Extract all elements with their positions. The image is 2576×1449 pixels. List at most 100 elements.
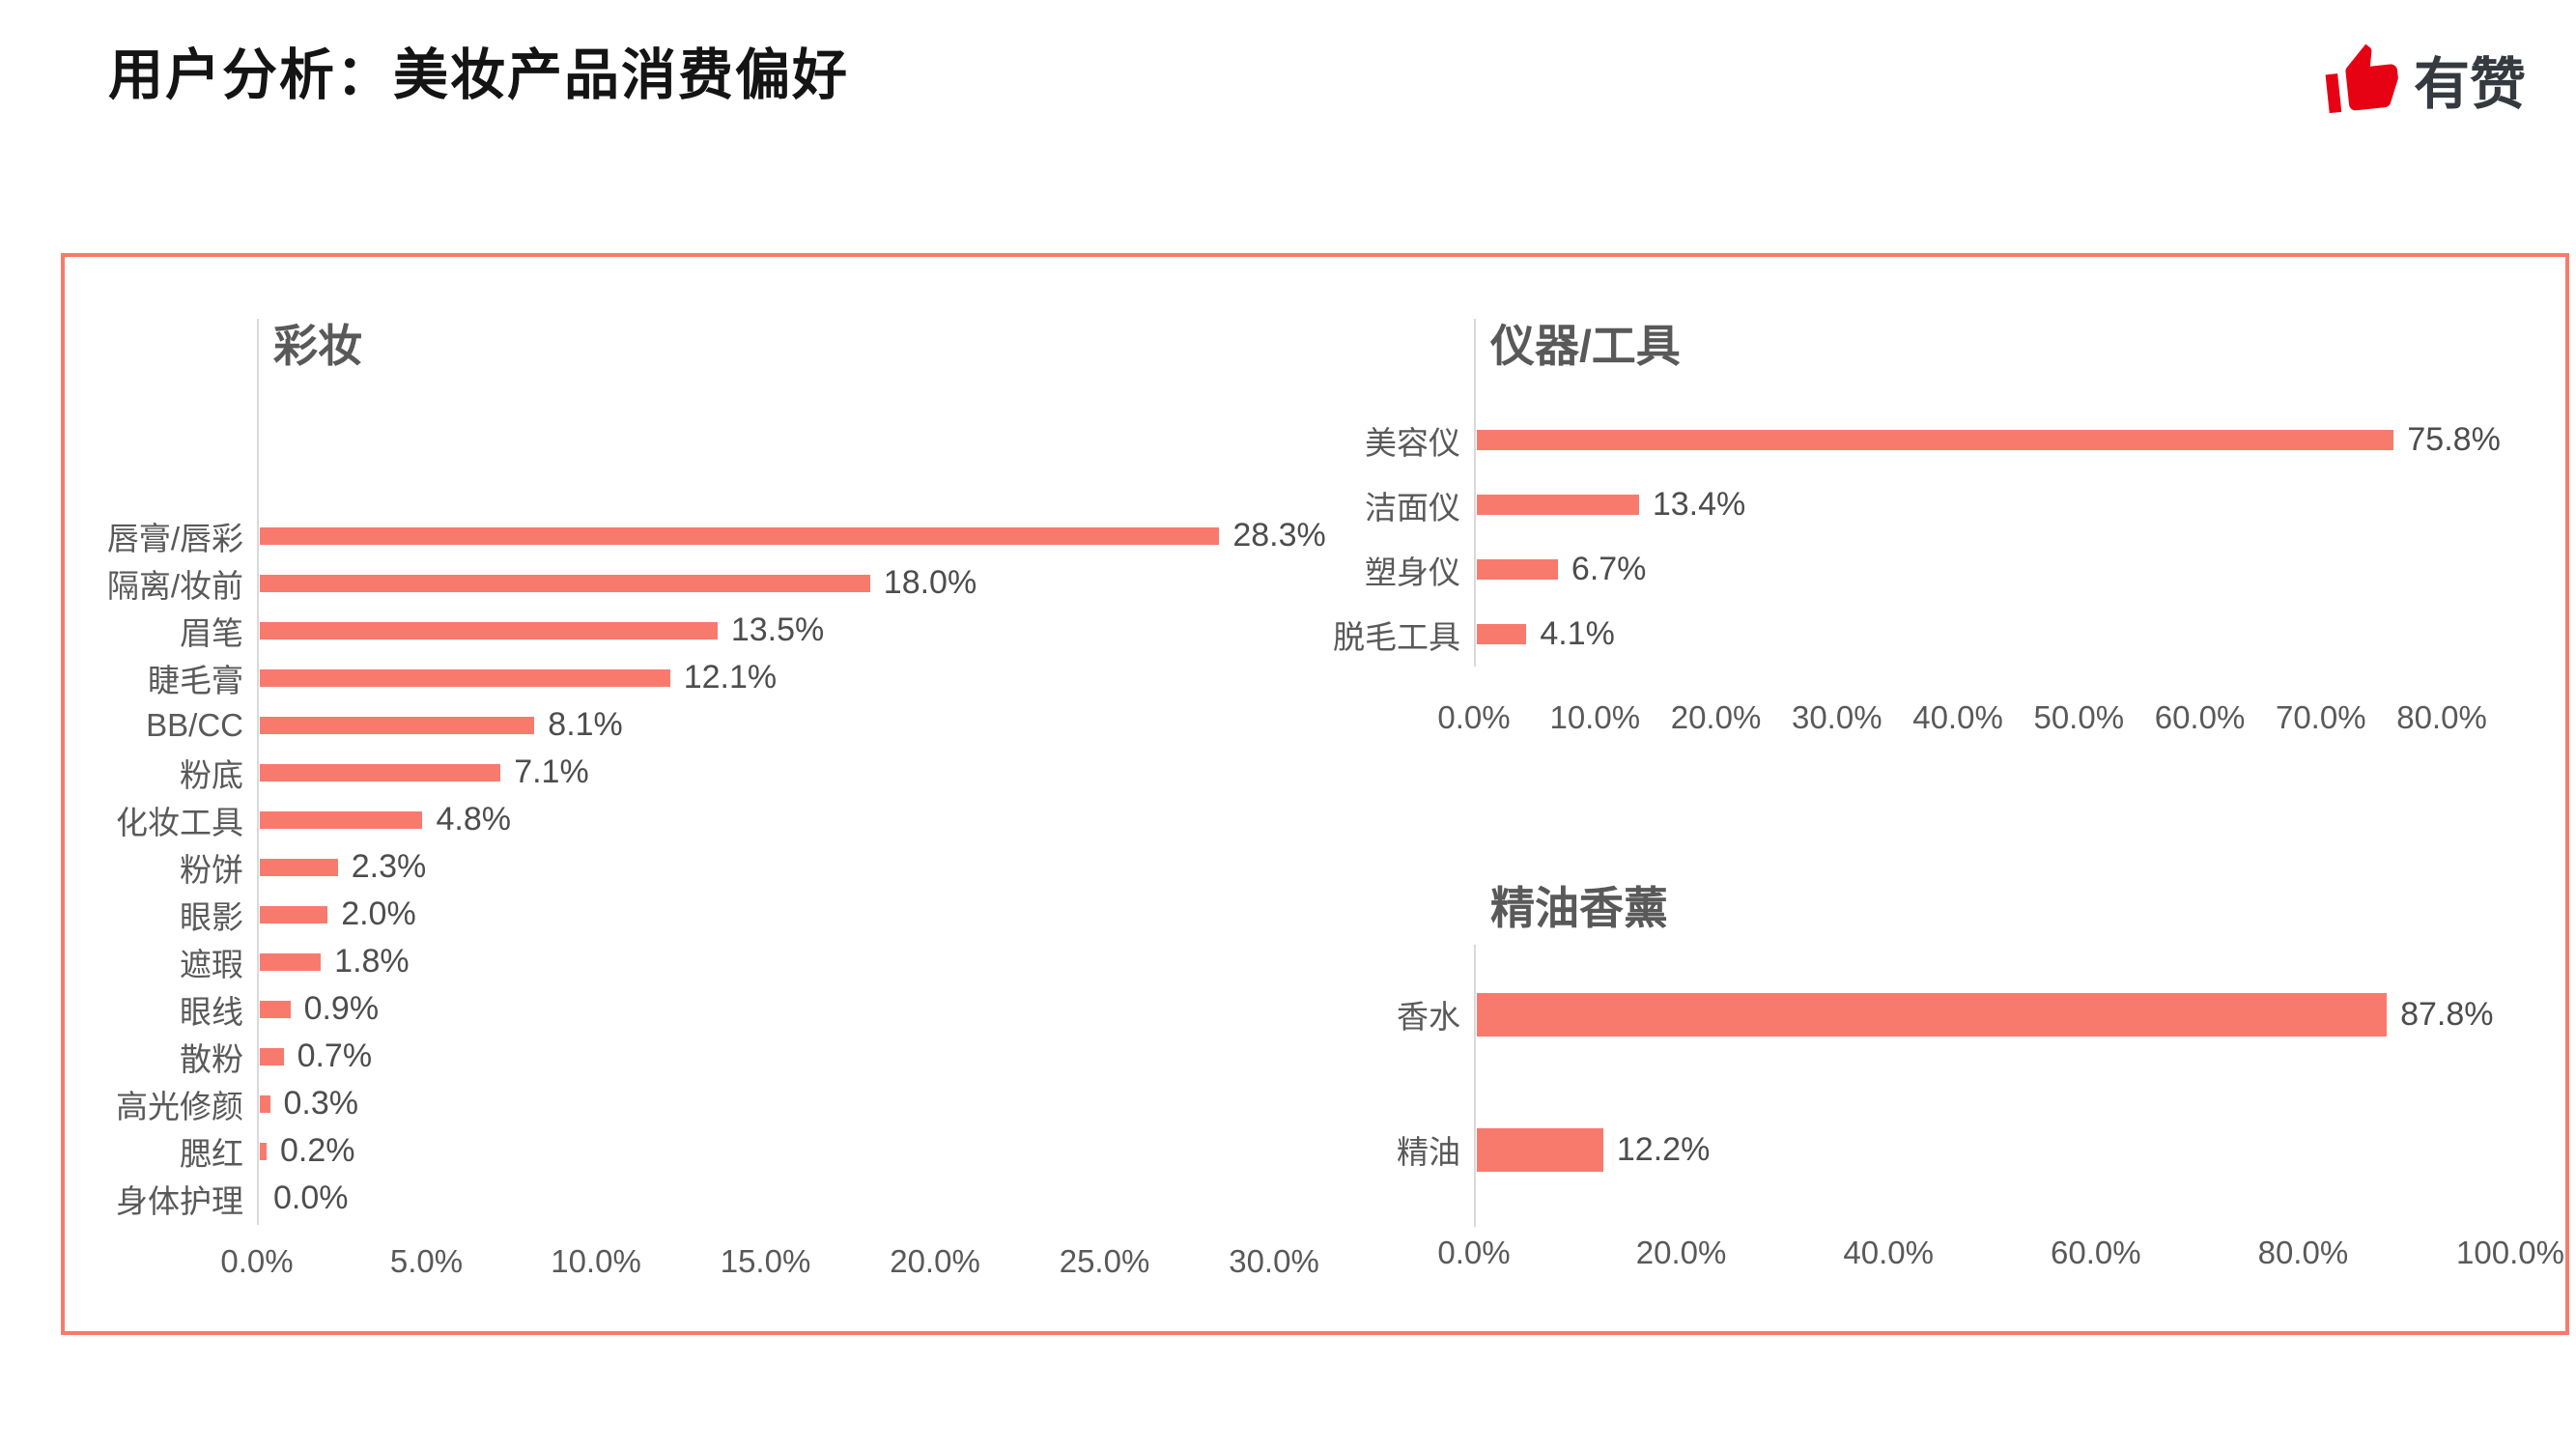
- category-label: 眉笔: [180, 614, 243, 651]
- bar: [1477, 1127, 1603, 1172]
- value-label: 4.1%: [1540, 615, 1615, 652]
- x-tick: 25.0%: [1059, 1243, 1150, 1279]
- bar-track: 0.2%: [257, 1132, 1274, 1170]
- category-label: 腮红: [180, 1135, 243, 1172]
- value-label: 12.2%: [1616, 1130, 1711, 1168]
- bar-track: 6.7%: [1474, 551, 2442, 588]
- value-label: 0.0%: [273, 1179, 349, 1216]
- bar: [260, 1047, 284, 1065]
- thumbs-up-icon: [2321, 39, 2402, 120]
- bar-row: 精油 12.2%: [1314, 1082, 2540, 1217]
- bar: [260, 621, 718, 639]
- y-axis-line: [1474, 945, 1476, 1227]
- x-tick: 30.0%: [1791, 699, 1882, 735]
- bar: [1477, 495, 1639, 515]
- category-label: 洁面仪: [1365, 489, 1460, 526]
- bar-row: 脱毛工具 4.1%: [1314, 602, 2540, 667]
- bar-track: 8.1%: [257, 706, 1274, 744]
- x-tick: 60.0%: [2051, 1235, 2141, 1270]
- x-tick: 50.0%: [2033, 699, 2125, 735]
- value-label: 4.8%: [436, 801, 511, 838]
- bar-row: 高光修颜 0.3%: [97, 1080, 1396, 1127]
- bar-row: 香水 87.8%: [1314, 947, 2540, 1082]
- bar-row: 粉饼 2.3%: [97, 843, 1396, 891]
- value-label: 87.8%: [2400, 995, 2494, 1033]
- bar-row: 塑身仪 6.7%: [1314, 537, 2540, 602]
- value-label: 0.9%: [303, 990, 380, 1027]
- category-label: 粉饼: [180, 851, 243, 888]
- bar-track: 4.8%: [257, 801, 1274, 838]
- bar-track: 1.8%: [257, 943, 1274, 980]
- value-label: 12.1%: [683, 659, 778, 696]
- value-label: 0.2%: [280, 1132, 355, 1169]
- x-tick: 30.0%: [1229, 1243, 1319, 1279]
- bar: [260, 810, 423, 829]
- x-tick: 20.0%: [890, 1243, 980, 1279]
- bar-track: 4.1%: [1474, 615, 2442, 653]
- bar-track: 2.3%: [257, 848, 1274, 886]
- bar-track: 2.0%: [257, 895, 1274, 933]
- x-tick: 0.0%: [1437, 699, 1511, 735]
- x-tick: 80.0%: [2257, 1235, 2349, 1270]
- value-label: 13.5%: [730, 611, 825, 648]
- bar-row: 洁面仪 13.4%: [1314, 472, 2540, 537]
- value-label: 2.0%: [341, 895, 416, 932]
- bar: [260, 526, 1220, 545]
- bar-track: 12.1%: [257, 659, 1274, 696]
- bar-row: 身体护理 0.0%: [97, 1175, 1396, 1222]
- category-label: 香水: [1397, 999, 1460, 1035]
- bar-track: 13.4%: [1474, 486, 2442, 524]
- chart-title: 仪器/工具: [1490, 321, 1681, 371]
- x-tick: 20.0%: [1670, 699, 1762, 735]
- category-label: 眼线: [180, 993, 243, 1030]
- bar-track: 7.1%: [257, 753, 1274, 791]
- page-title: 用户分析：美妆产品消费偏好: [108, 44, 849, 106]
- bar: [260, 1000, 291, 1018]
- bar-row: 隔离/妆前 18.0%: [97, 559, 1396, 607]
- bar: [260, 574, 870, 592]
- bar: [1477, 624, 1527, 644]
- bar: [260, 763, 501, 781]
- bar-track: 28.3%: [257, 517, 1326, 554]
- value-label: 13.4%: [1652, 486, 1746, 523]
- category-label: BB/CC: [146, 706, 243, 743]
- x-tick: 100.0%: [2456, 1235, 2564, 1270]
- bar-rows: 美容仪 75.8% 洁面仪 13.4% 塑身仪 6.7% 脱毛工具 4: [1314, 408, 2540, 667]
- x-tick: 0.0%: [220, 1243, 294, 1279]
- chart-title: 精油香薰: [1490, 883, 1668, 933]
- bar-row: 散粉 0.7%: [97, 1033, 1396, 1080]
- bar-row: 腮红 0.2%: [97, 1127, 1396, 1175]
- brand-logo: 有赞: [2321, 39, 2526, 120]
- value-label: 18.0%: [883, 564, 977, 601]
- value-label: 2.3%: [351, 848, 427, 885]
- x-tick: 20.0%: [1635, 1235, 1727, 1270]
- value-label: 1.8%: [334, 943, 410, 980]
- x-axis: 0.0% 20.0% 40.0% 60.0% 80.0% 100.0%: [1437, 1233, 2564, 1273]
- bar-row: BB/CC 8.1%: [97, 701, 1396, 749]
- bar-row: 美容仪 75.8%: [1314, 408, 2540, 472]
- bar: [1477, 430, 2394, 450]
- value-label: 0.3%: [283, 1085, 359, 1122]
- bar: [260, 905, 328, 923]
- x-axis: 0.0% 5.0% 10.0% 15.0% 20.0% 25.0% 30.0%: [220, 1241, 1318, 1282]
- chart-title: 彩妆: [273, 321, 362, 371]
- bar-track: 0.7%: [257, 1037, 1274, 1075]
- bar-track: 75.8%: [1474, 421, 2501, 459]
- value-label: 6.7%: [1571, 551, 1647, 587]
- bar: [260, 668, 670, 687]
- category-label: 美容仪: [1365, 424, 1460, 461]
- bar-row: 粉底 7.1%: [97, 749, 1396, 796]
- category-label: 粉底: [180, 756, 243, 793]
- category-label: 睫毛膏: [148, 662, 243, 698]
- category-label: 高光修颜: [116, 1088, 243, 1124]
- bar: [260, 716, 535, 734]
- category-label: 眼影: [180, 898, 243, 935]
- category-label: 隔离/妆前: [106, 567, 243, 604]
- y-axis-line: [1474, 319, 1476, 667]
- bar: [1477, 992, 2388, 1037]
- x-tick: 0.0%: [1437, 1235, 1511, 1270]
- x-tick: 5.0%: [389, 1243, 464, 1279]
- value-label: 7.1%: [514, 753, 589, 790]
- bar-row: 眼影 2.0%: [97, 891, 1396, 938]
- y-axis-line: [257, 319, 259, 1225]
